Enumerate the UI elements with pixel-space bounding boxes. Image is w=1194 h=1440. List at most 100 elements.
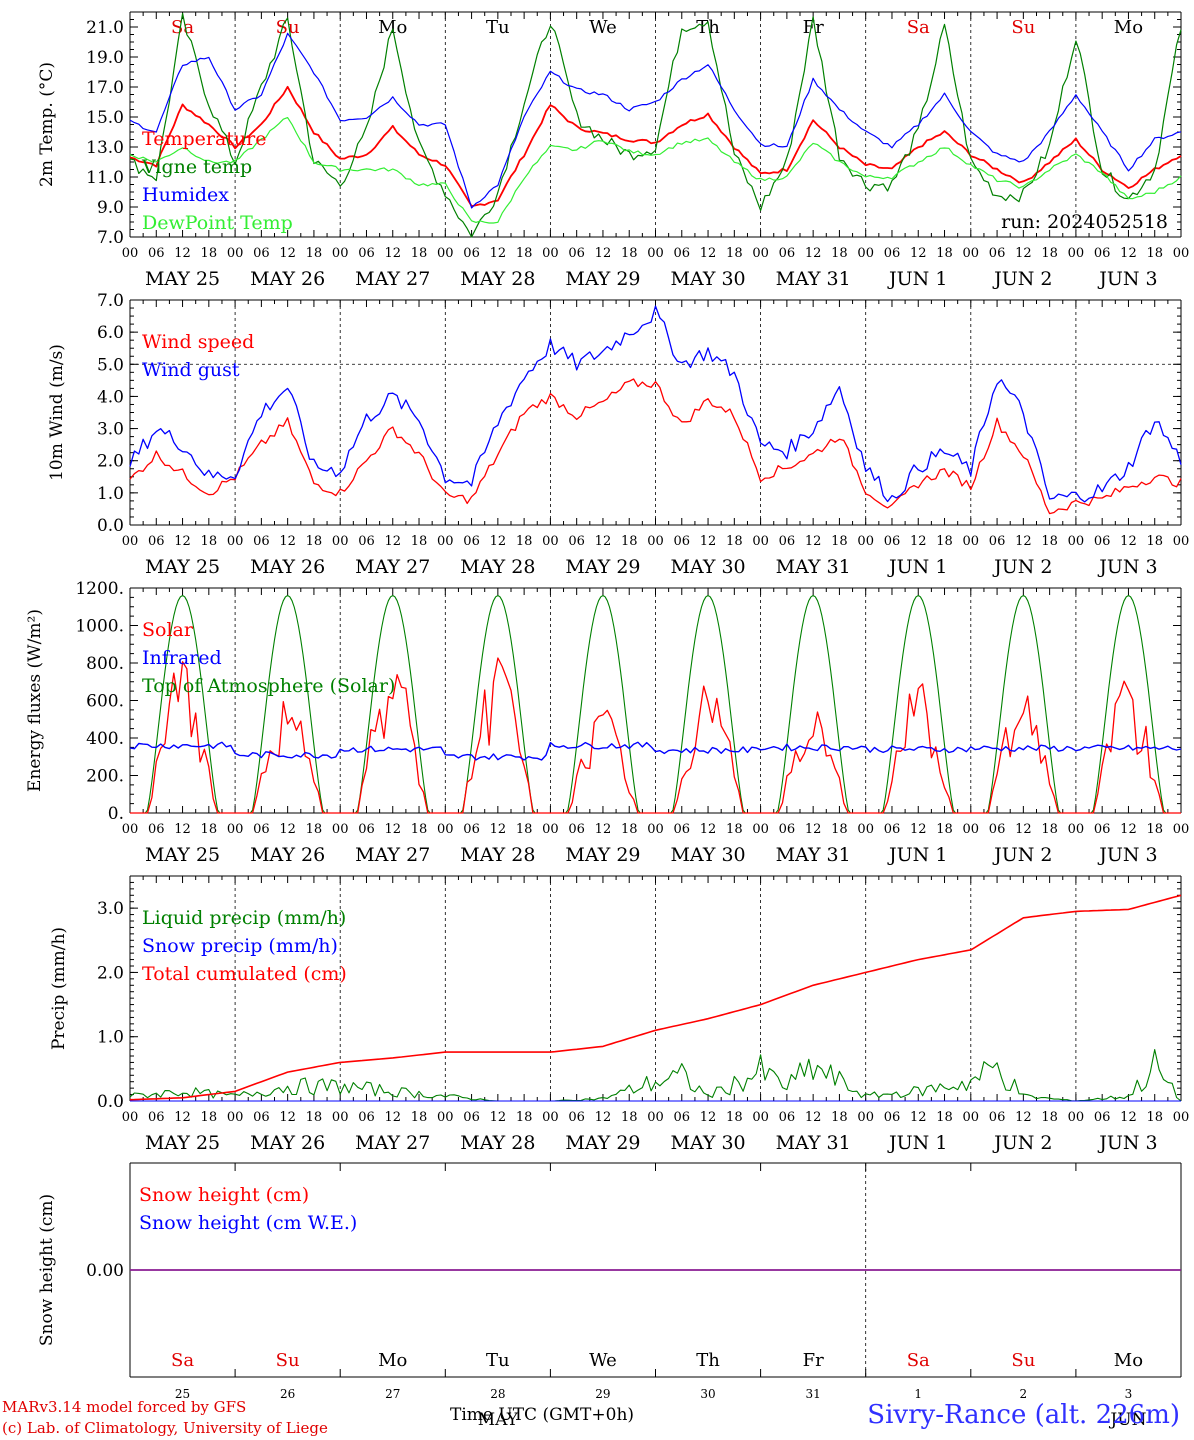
x-tick-label: 00	[1068, 534, 1085, 549]
x-tick-label: 18	[411, 1110, 428, 1125]
x-tick-label: 00	[1173, 1110, 1190, 1125]
x-tick-label: 18	[411, 822, 428, 837]
x-tick-label: 06	[989, 822, 1006, 837]
day-label: MAY 27	[355, 1132, 430, 1154]
x-tick-label: 12	[805, 822, 822, 837]
x-tick-label: 00	[227, 822, 244, 837]
weekday-label: We	[589, 17, 617, 38]
day-label: MAY 30	[670, 556, 745, 578]
weekday-label: Fr	[803, 17, 824, 38]
x-tick-label: 06	[989, 246, 1006, 261]
x-tick-label: 18	[1041, 1110, 1058, 1125]
x-tick-label: 00	[227, 1110, 244, 1125]
day-label: MAY 27	[355, 556, 430, 578]
x-tick-label: 18	[1041, 246, 1058, 261]
x-tick-label: 06	[253, 246, 270, 261]
x-tick-label: 18	[516, 822, 533, 837]
x-tick-label: 00	[542, 246, 559, 261]
run-annotation: run: 2024052518	[1001, 211, 1168, 233]
x-tick-label: 06	[779, 246, 796, 261]
x-tick-label: 18	[1146, 822, 1163, 837]
x-tick-label: 06	[463, 822, 480, 837]
x-tick-label: 06	[463, 246, 480, 261]
day-label: JUN 3	[1097, 844, 1157, 866]
x-tick-label: 00	[122, 822, 139, 837]
x-tick-label: 00	[1173, 822, 1190, 837]
y-axis-title: 2m Temp. (°C)	[37, 62, 57, 187]
x-tick-label: 06	[674, 534, 691, 549]
x-tick-label: 06	[1094, 246, 1111, 261]
day-label: MAY 31	[776, 1132, 851, 1154]
x-tick-label: 18	[201, 246, 218, 261]
day-label: MAY 27	[355, 844, 430, 866]
day-label: JUN 3	[1097, 556, 1157, 578]
x-tick-label: 06	[253, 534, 270, 549]
x-tick-label: 00	[437, 1110, 454, 1125]
series-line-infrared	[129, 741, 1182, 761]
x-tick-label: 06	[989, 534, 1006, 549]
x-tick-label: 12	[910, 822, 927, 837]
legend-entry: Liquid precip (mm/h)	[142, 907, 346, 929]
x-tick-label: 00	[1173, 534, 1190, 549]
x-tick-label: 06	[568, 1110, 585, 1125]
day-label: MAY 30	[670, 1132, 745, 1154]
weekday-label: Mo	[378, 1350, 407, 1371]
day-label: MAY 26	[250, 844, 325, 866]
day-label: MAY 25	[145, 268, 220, 290]
x-tick-label: 18	[306, 1110, 323, 1125]
day-label: MAY 26	[250, 268, 325, 290]
x-tick-label: 12	[1015, 1110, 1032, 1125]
day-label: MAY 28	[460, 844, 535, 866]
y-tick-label: 4.0	[97, 387, 124, 407]
weekday-label: Sa	[171, 1350, 194, 1371]
day-label: JUN 1	[887, 556, 947, 578]
x-tick-label: 12	[595, 1110, 612, 1125]
y-tick-label: 600.	[86, 692, 124, 712]
x-tick-label: 12	[1015, 246, 1032, 261]
panel-3	[129, 587, 1182, 814]
x-tick-label: 12	[490, 246, 507, 261]
day-label: JUN 2	[992, 556, 1052, 578]
x-tick-label: 00	[647, 1110, 664, 1125]
weekday-label: Mo	[1114, 17, 1143, 38]
x-tick-label: 18	[1146, 534, 1163, 549]
x-tick-label: 06	[253, 822, 270, 837]
day-label: MAY 31	[776, 556, 851, 578]
x-tick-label: 00	[1173, 246, 1190, 261]
legend-entry: Total cumulated (cm)	[142, 963, 347, 985]
x-tick-label: 00	[122, 1110, 139, 1125]
x-tick-label: 00	[857, 534, 874, 549]
x-tick-label: 12	[174, 822, 191, 837]
x-tick-label: 06	[253, 1110, 270, 1125]
x-tick-label: 12	[805, 246, 822, 261]
day-label: MAY 25	[145, 1132, 220, 1154]
day-label: MAY 28	[460, 556, 535, 578]
x-tick-label: 12	[1120, 534, 1137, 549]
x-tick-label: 00	[752, 246, 769, 261]
x-tick-label: 00	[752, 822, 769, 837]
series-line-solar	[130, 657, 1181, 814]
x-tick-label: 12	[174, 246, 191, 261]
day-label: JUN 1	[887, 844, 947, 866]
x-tick-label: 18	[726, 246, 743, 261]
x-tick-label: 00	[437, 246, 454, 261]
x-tick-label: 18	[831, 1110, 848, 1125]
x-tick-label: 00	[437, 534, 454, 549]
day-number: 31	[806, 1387, 821, 1401]
y-tick-label: 15.0	[86, 108, 124, 128]
y-tick-label: 200.	[86, 767, 124, 787]
weekday-label: Sa	[171, 17, 194, 38]
x-tick-label: 06	[884, 534, 901, 549]
day-label: MAY 25	[145, 556, 220, 578]
x-tick-label: 00	[963, 534, 980, 549]
x-tick-label: 06	[463, 1110, 480, 1125]
x-tick-label: 12	[174, 534, 191, 549]
day-number: 28	[490, 1387, 505, 1401]
legend-entry: Vigne temp	[141, 156, 252, 178]
x-tick-label: 12	[595, 534, 612, 549]
weekday-label: Su	[1011, 1350, 1035, 1371]
day-label: JUN 3	[1097, 1132, 1157, 1154]
x-tick-label: 06	[568, 534, 585, 549]
weekday-label: Th	[696, 1350, 720, 1371]
month-label: MAY	[478, 1410, 519, 1430]
